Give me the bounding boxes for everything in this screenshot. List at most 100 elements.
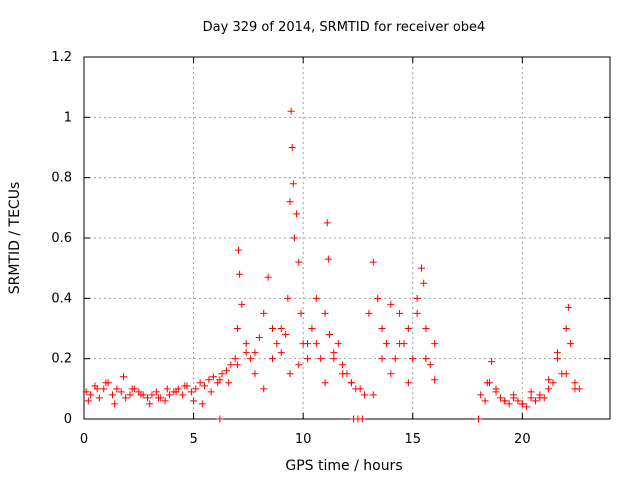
data-point [531, 397, 539, 405]
data-point [205, 376, 213, 384]
data-point [218, 370, 226, 378]
chart-title: Day 329 of 2014, SRMTID for receiver obe… [203, 20, 486, 35]
data-point [404, 379, 412, 387]
data-point [225, 379, 233, 387]
data-point [242, 340, 250, 348]
data-point [481, 397, 489, 405]
data-point [122, 394, 130, 402]
data-point [431, 376, 439, 384]
data-point [289, 180, 297, 188]
data-point [179, 391, 187, 399]
data-point [233, 325, 241, 332]
data-point [201, 382, 209, 390]
data-point [268, 355, 276, 363]
data-point [209, 373, 217, 381]
data-point [545, 376, 553, 384]
data-point [527, 388, 535, 396]
data-point [562, 370, 570, 378]
data-point [181, 382, 189, 390]
data-point [365, 309, 373, 317]
data-point [108, 391, 116, 399]
data-point [128, 385, 136, 393]
data-point [95, 394, 103, 402]
data-point [198, 400, 206, 408]
data-point [308, 325, 316, 332]
data-point [100, 385, 108, 393]
data-point [161, 397, 169, 405]
data-point [222, 367, 230, 375]
data-point [418, 264, 426, 272]
data-point [369, 391, 377, 399]
data-point [553, 349, 561, 357]
x-tick-label: 0 [80, 432, 88, 447]
data-point [549, 379, 557, 387]
data-point [126, 391, 134, 399]
data-point [536, 394, 544, 402]
y-tick-label: 0.4 [51, 291, 72, 306]
data-point [553, 355, 561, 363]
data-point [496, 394, 504, 402]
y-tick-label: 1 [64, 110, 72, 125]
data-point [93, 385, 101, 393]
data-point [295, 258, 303, 266]
data-point [571, 379, 579, 387]
data-point [146, 400, 154, 408]
data-point [492, 388, 500, 396]
data-point [290, 234, 298, 242]
data-point [260, 385, 268, 393]
data-point [82, 388, 90, 396]
data-point [196, 379, 204, 387]
data-point [236, 270, 244, 278]
data-point [268, 325, 276, 332]
y-tick-label: 1.2 [51, 50, 72, 65]
data-point [404, 325, 412, 332]
data-point [284, 294, 292, 302]
data-point [282, 331, 290, 339]
data-point [369, 258, 377, 266]
data-point [422, 325, 430, 332]
data-point [545, 385, 553, 393]
data-point [330, 349, 338, 357]
data-point [216, 376, 224, 384]
data-point [192, 385, 200, 393]
data-point [304, 355, 312, 363]
data-point [277, 325, 285, 332]
data-point [339, 370, 347, 378]
data-point [144, 394, 152, 402]
data-point [409, 355, 417, 363]
x-tick-label: 10 [295, 432, 312, 447]
data-point [312, 294, 320, 302]
data-point [518, 400, 526, 408]
data-point [304, 340, 312, 348]
data-point [242, 349, 250, 357]
data-point [413, 294, 421, 302]
x-tick-label: 5 [189, 432, 197, 447]
x-axis-label: GPS time / hours [285, 458, 402, 474]
data-point [396, 309, 404, 317]
data-point [361, 391, 369, 399]
data-point [187, 388, 195, 396]
data-point [277, 349, 285, 357]
data-point [378, 325, 386, 332]
data-point [387, 370, 395, 378]
data-point [260, 309, 268, 317]
data-point [317, 355, 325, 363]
data-point [235, 246, 243, 254]
data-point [207, 388, 215, 396]
data-point [293, 210, 301, 218]
y-tick-label: 0.6 [51, 231, 72, 246]
data-point [562, 325, 570, 332]
data-point [163, 385, 171, 393]
data-point [148, 391, 156, 399]
data-point [571, 385, 579, 393]
data-point [488, 358, 496, 366]
data-point [330, 355, 338, 363]
x-tick-label: 20 [514, 432, 531, 447]
data-point [483, 379, 491, 387]
data-point [321, 379, 329, 387]
data-point [165, 391, 173, 399]
data-point [527, 394, 535, 402]
data-point [172, 388, 180, 396]
